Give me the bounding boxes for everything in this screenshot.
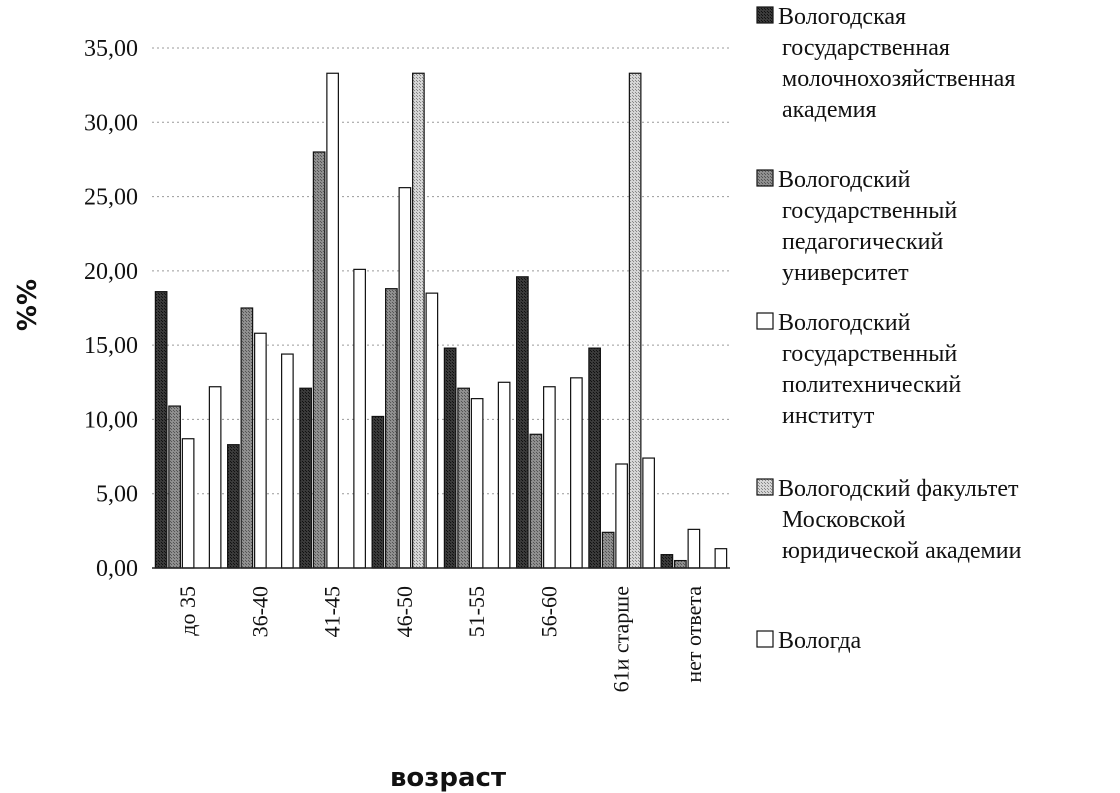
gridlines [152,47,730,495]
legend-label: политехнический [782,372,961,398]
y-tick-label: 5,00 [96,482,138,508]
legend-swatch [756,478,774,496]
y-axis-title: %% [13,279,43,331]
bar-series-3-нет-ответа [687,528,701,569]
legend-label: Вологодская [778,4,906,30]
legend-swatch [756,169,774,187]
x-category-label: 46-50 [392,586,417,637]
bar-series-3-36-40 [254,332,267,569]
bar-series-2-36-40 [240,307,254,569]
y-tick-label: 15,00 [84,333,138,359]
bar-series-3-56-60 [543,386,556,569]
legend-label: юридической академии [782,538,1022,564]
legend-label: государственная [782,35,950,61]
x-category-label: 41-45 [320,586,345,637]
bar-series-2-нет-ответа [674,559,687,569]
legend-label: институт [782,403,875,429]
legend-label: Московской [782,507,906,533]
legend-label: Вологодский факультет [778,476,1019,502]
bar-series-5-46-50 [425,292,439,569]
bar-series-5-51-55 [497,381,511,569]
bar-series-1-56-60 [516,276,529,569]
bar-series-1-61и-старше [588,347,601,569]
legend-swatch [756,312,774,330]
bar-series-2-61и-старше [601,531,615,569]
y-tick-label: 0,00 [96,556,138,582]
bar-series-3-51-55 [470,398,484,569]
y-tick-label: 20,00 [84,259,138,285]
bar-series-5-до-35 [208,386,222,569]
bar-series-2-до-35 [168,405,181,569]
legend-label: государственный [782,341,957,367]
legend-swatch [756,630,774,648]
bar-series-2-46-50 [385,288,398,569]
y-axis-tick-labels: 0,00 5,00 10,00 15,00 20,00 25,00 30,00 35,00 [84,36,138,582]
bar-series-1-до-35 [154,291,168,569]
y-tick-label: 30,00 [84,110,138,136]
legend-swatch [756,6,774,24]
bar-series-1-36-40 [227,444,240,569]
legend: Вологодская государственная молочнохозяйст… [756,4,1022,654]
bar-series-3-до-35 [181,438,195,569]
x-category-label: 61и старше [609,586,634,692]
bar-series-1-51-55 [443,347,457,569]
legend-label: университет [782,260,909,286]
x-axis-category-labels: до 35 36-40 41-45 46-50 51-55 56-60 61и старше… [175,586,706,693]
bar-series-1-46-50 [371,415,385,569]
bar-series-4-46-50 [412,72,425,569]
bar-series-4-61и-старше [628,72,642,569]
legend-label: Вологодский [778,167,911,193]
bar-series-5-61и-старше [642,457,655,569]
bar-series-1-нет-ответа [660,554,674,569]
legend-label: Вологодский [778,310,911,336]
x-category-label: 56-60 [536,586,561,637]
x-axis-title: возраст [390,763,506,793]
bar-series-2-56-60 [529,433,543,569]
legend-label: академия [782,97,877,123]
legend-label: молочнохозяйственная [782,66,1015,92]
legend-label: Вологда [778,628,862,654]
bar-series-5-56-60 [570,377,583,569]
legend-label: государственный [782,198,957,224]
x-category-label: 51-55 [464,586,489,637]
bar-series-2-51-55 [457,387,470,569]
bar-series-2-41-45 [312,151,326,569]
y-tick-label: 35,00 [84,36,138,62]
bar-series-5-41-45 [353,268,366,569]
y-tick-label: 25,00 [84,185,138,211]
bar-series-3-46-50 [398,187,412,569]
y-tick-label: 10,00 [84,407,138,433]
x-category-label: нет ответа [681,586,706,683]
bar-series-5-нет-ответа [714,548,728,569]
x-category-label: 36-40 [247,586,272,637]
bar-series-5-36-40 [281,353,294,569]
legend-label: педагогический [782,229,943,255]
bar-series-3-41-45 [326,72,339,569]
x-category-label: до 35 [175,586,200,636]
bar-series-1-41-45 [299,387,312,569]
bar-series-3-61и-старше [615,463,628,569]
bars [154,72,728,569]
